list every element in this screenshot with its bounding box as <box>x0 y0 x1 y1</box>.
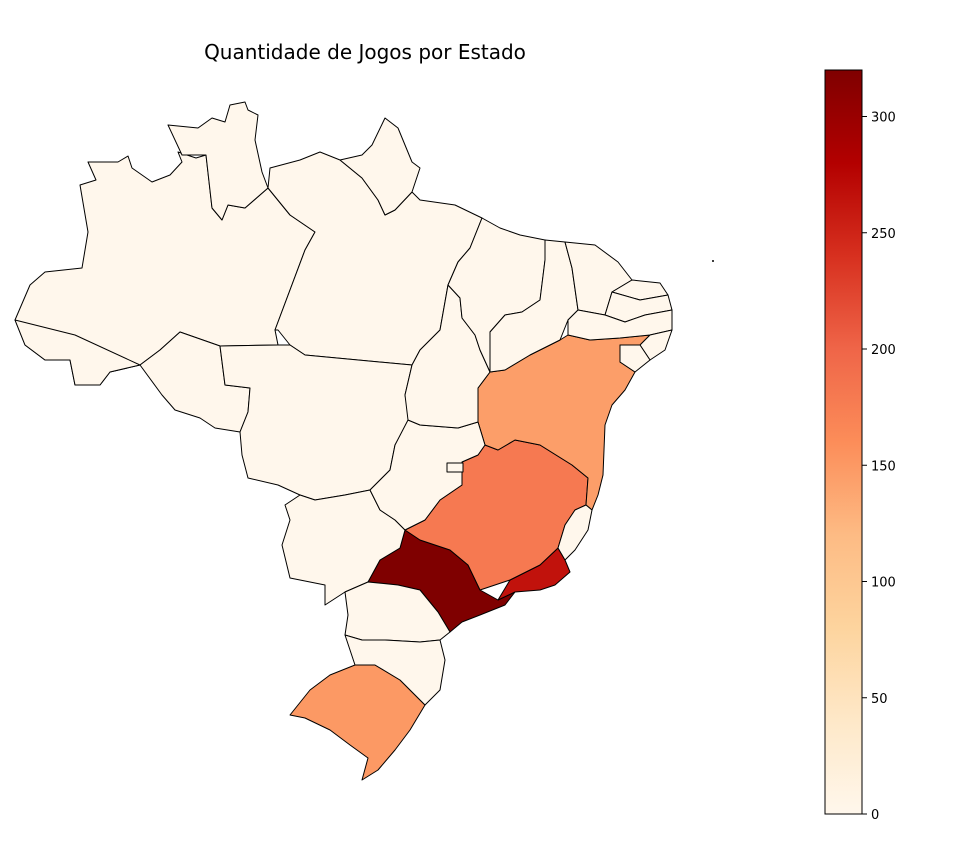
colorbar-tick-label: 150 <box>871 459 896 474</box>
state-alagoas <box>639 329 673 361</box>
colorbar-tick-label: 50 <box>871 692 888 707</box>
colorbar-tick-label: 250 <box>871 227 896 242</box>
state-santa-catarina <box>344 634 446 706</box>
colorbar-tick-label: 300 <box>871 111 896 126</box>
colorbar-tick-label: 100 <box>871 576 896 591</box>
colorbar-tick-label: 0 <box>871 808 879 823</box>
state-espirito-santo <box>557 504 593 561</box>
colorbar-ticks: 0 50 100 150 200 250 300 <box>862 111 896 823</box>
state-distrito-federal <box>446 462 464 473</box>
state-acre <box>14 319 141 386</box>
colorbar: 0 50 100 150 200 250 300 <box>824 69 896 823</box>
state-bahia <box>477 334 651 511</box>
state-amapa <box>339 117 421 216</box>
colorbar-gradient <box>824 69 863 815</box>
map-title: Quantidade de Jogos por Estado <box>204 40 526 64</box>
state-sergipe <box>619 344 651 373</box>
island-dot <box>712 260 714 262</box>
states-layer <box>14 101 714 781</box>
state-mato-grosso-do-sul <box>281 489 406 606</box>
colorbar-tick-label: 200 <box>871 343 896 358</box>
state-roraima <box>167 101 269 221</box>
